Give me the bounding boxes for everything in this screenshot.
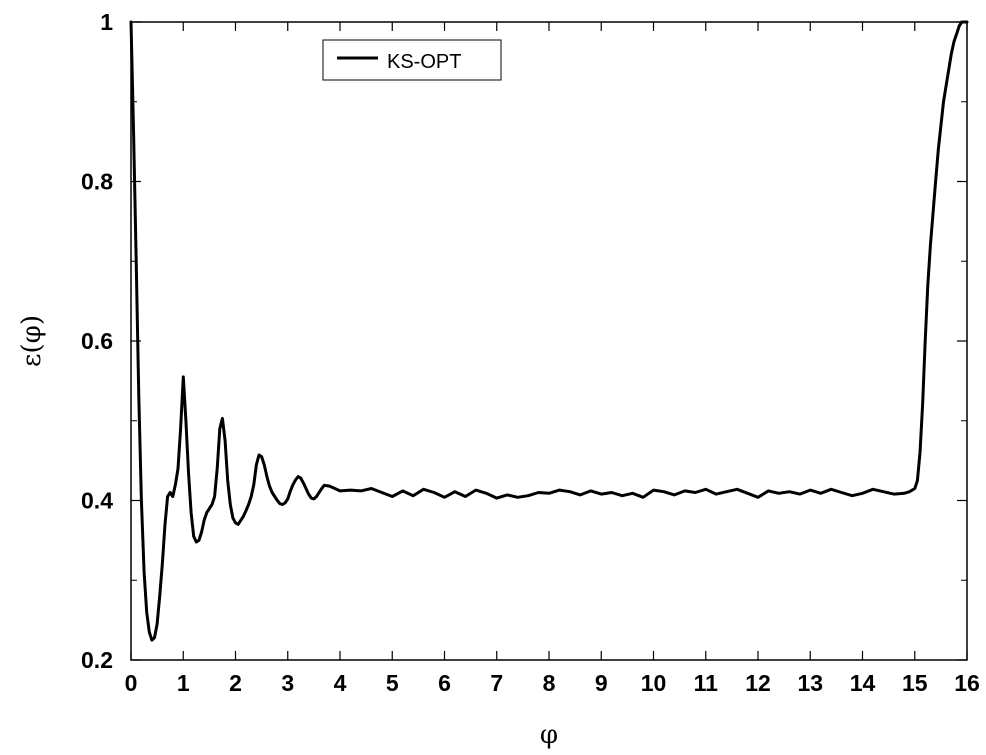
x-tick-label-12: 12 xyxy=(745,670,771,696)
x-tick-label-16: 16 xyxy=(954,670,980,696)
x-tick-label-0: 0 xyxy=(125,670,138,696)
y-axis-label: ε(φ) xyxy=(17,315,47,367)
plot-frame xyxy=(130,21,968,661)
legend-label-ks-opt: KS-OPT xyxy=(387,51,461,73)
y-tick-label-0: 0.2 xyxy=(81,647,113,673)
y-tick-label-4: 1 xyxy=(100,9,113,35)
x-tick-label-13: 13 xyxy=(797,670,823,696)
x-tick-label-14: 14 xyxy=(850,670,876,696)
x-axis-label: φ xyxy=(540,720,558,750)
x-tick-label-15: 15 xyxy=(902,670,928,696)
legend: KS-OPT xyxy=(322,39,502,81)
x-tick-label-10: 10 xyxy=(641,670,667,696)
x-tick-label-2: 2 xyxy=(229,670,242,696)
x-tick-label-1: 1 xyxy=(177,670,190,696)
y-tick-label-2: 0.6 xyxy=(81,328,113,354)
y-ticks: 0.2 0.4 0.6 0.8 1 xyxy=(81,9,967,673)
legend-box xyxy=(322,39,502,81)
x-tick-label-8: 8 xyxy=(543,670,556,696)
x-tick-label-7: 7 xyxy=(490,670,503,696)
y-tick-label-1: 0.4 xyxy=(81,488,113,514)
x-tick-label-3: 3 xyxy=(281,670,294,696)
series-line-0 xyxy=(129,20,969,642)
x-tick-label-5: 5 xyxy=(386,670,399,696)
y-tick-label-3: 0.8 xyxy=(81,169,113,195)
x-tick-label-4: 4 xyxy=(334,670,347,696)
x-tick-label-6: 6 xyxy=(438,670,451,696)
x-ticks: 0 1 2 3 4 5 6 7 8 9 10 11 12 13 14 15 16 xyxy=(125,22,980,696)
series-layer xyxy=(129,20,969,642)
x-tick-label-11: 11 xyxy=(694,670,719,696)
x-tick-label-9: 9 xyxy=(595,670,608,696)
